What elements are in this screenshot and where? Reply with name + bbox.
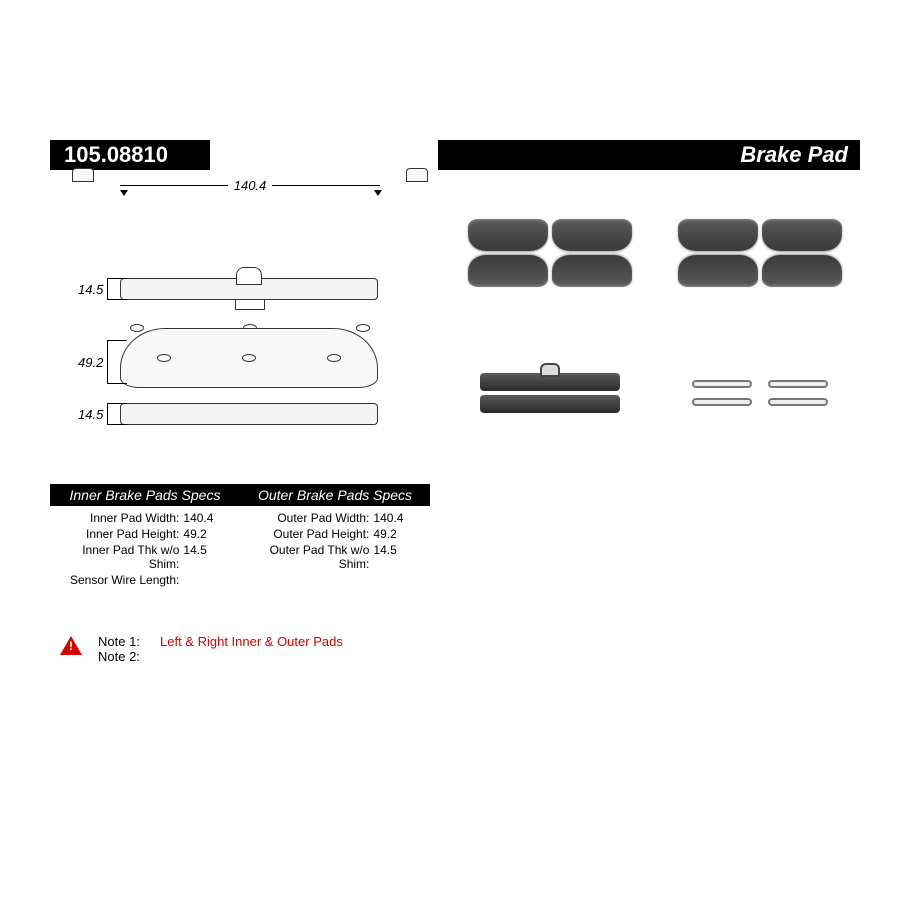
inner-specs-column: Inner Pad Width:140.4 Inner Pad Height:4… — [50, 510, 240, 588]
photo-hardware — [670, 338, 850, 448]
header-bar: 105.08810 Brake Pad — [50, 140, 860, 170]
specs-header: Inner Brake Pads Specs Outer Brake Pads … — [50, 484, 430, 506]
outer-specs-column: Outer Pad Width:140.4 Outer Pad Height:4… — [240, 510, 430, 588]
technical-drawing: 140.4 14.5 49.2 — [80, 178, 420, 478]
outer-specs-title: Outer Brake Pads Specs — [240, 487, 430, 503]
pad-edge-view-2 — [120, 403, 378, 425]
dimension-height: 49.2 — [78, 340, 127, 384]
pad-outline-bottom — [120, 328, 378, 388]
dimension-thickness-2: 14.5 — [78, 403, 127, 425]
inner-specs-title: Inner Brake Pads Specs — [50, 487, 240, 503]
warning-icon — [60, 636, 82, 655]
photo-pad-set-1 — [460, 198, 640, 308]
product-photos — [450, 178, 860, 664]
photo-pad-set-2 — [670, 198, 850, 308]
dimension-thickness-1: 14.5 — [78, 278, 127, 300]
note1-value: Left & Right Inner & Outer Pads — [160, 634, 343, 649]
note1-label: Note 1: — [98, 634, 152, 649]
dimension-width-value: 140.4 — [228, 178, 273, 193]
specs-table: Inner Pad Width:140.4 Inner Pad Height:4… — [50, 510, 430, 588]
photo-edge-view — [460, 338, 640, 448]
part-number: 105.08810 — [50, 140, 210, 170]
dimension-width: 140.4 — [120, 178, 380, 193]
product-type: Brake Pad — [438, 140, 860, 170]
notes-section: Note 1: Left & Right Inner & Outer Pads … — [60, 634, 430, 664]
pad-edge-view-1 — [120, 278, 378, 300]
note2-label: Note 2: — [98, 649, 152, 664]
